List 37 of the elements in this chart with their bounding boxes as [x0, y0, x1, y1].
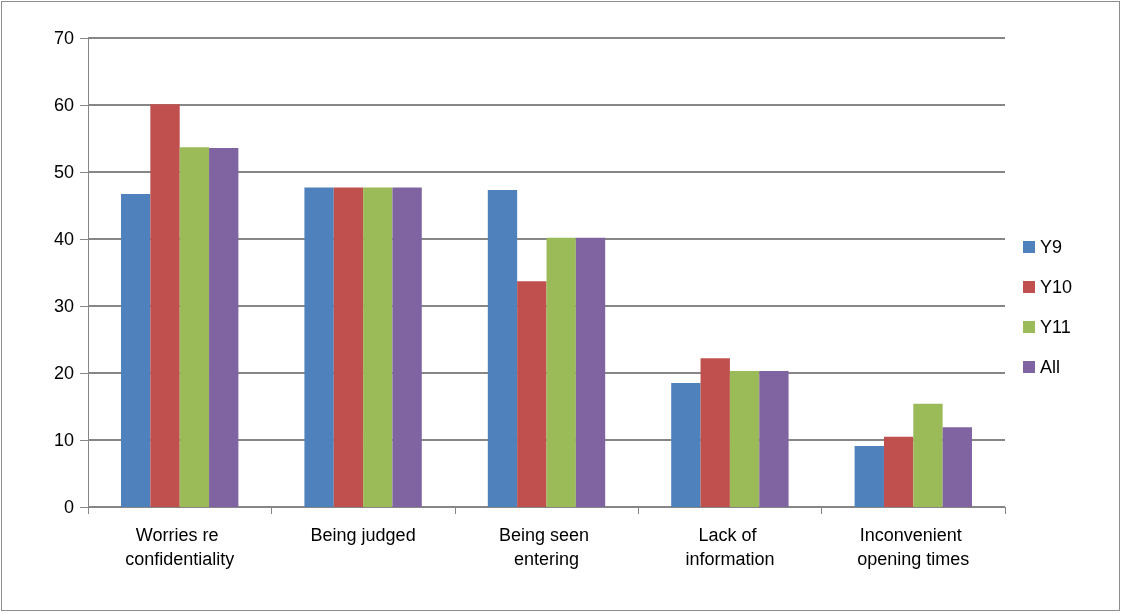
- x-tick-label: Being seen entering: [498, 525, 595, 569]
- y-tick-label: 40: [53, 229, 74, 249]
- y-tick-label: 10: [53, 430, 74, 450]
- legend-label: Y9: [1040, 237, 1063, 257]
- bar: [729, 370, 760, 507]
- bar: [883, 436, 914, 507]
- bar: [671, 383, 701, 507]
- y-tick-label: 20: [53, 363, 74, 383]
- bar: [333, 187, 364, 507]
- legend-label: Y10: [1040, 277, 1073, 297]
- y-tick-label: 70: [53, 28, 74, 48]
- bar: [392, 187, 422, 507]
- bar: [913, 403, 943, 507]
- y-tick-label: 0: [63, 497, 74, 517]
- x-tick-label: Being judged: [310, 525, 416, 545]
- bar: [942, 427, 972, 507]
- bar: [363, 187, 393, 507]
- bar: [487, 190, 518, 507]
- bar: [121, 194, 151, 507]
- legend-label: Y11: [1040, 317, 1071, 337]
- y-tick-label: 30: [53, 296, 74, 316]
- bar: [759, 370, 789, 507]
- y-tick-label: 60: [53, 95, 74, 115]
- bar: [546, 237, 576, 507]
- bar: [700, 358, 730, 507]
- x-tick-label: Worries re confidentiality: [125, 525, 235, 569]
- bar: [854, 446, 884, 507]
- bar: [517, 281, 547, 507]
- legend-label: All: [1040, 357, 1061, 377]
- bar: [150, 104, 180, 507]
- x-tick-label: Lack of information: [685, 525, 775, 569]
- x-tick-label: Inconvenient opening times: [857, 525, 970, 569]
- bar: [209, 147, 239, 507]
- y-tick-label: 50: [53, 162, 74, 182]
- bar: [575, 237, 606, 507]
- bar: [179, 147, 210, 507]
- bar: [304, 187, 334, 507]
